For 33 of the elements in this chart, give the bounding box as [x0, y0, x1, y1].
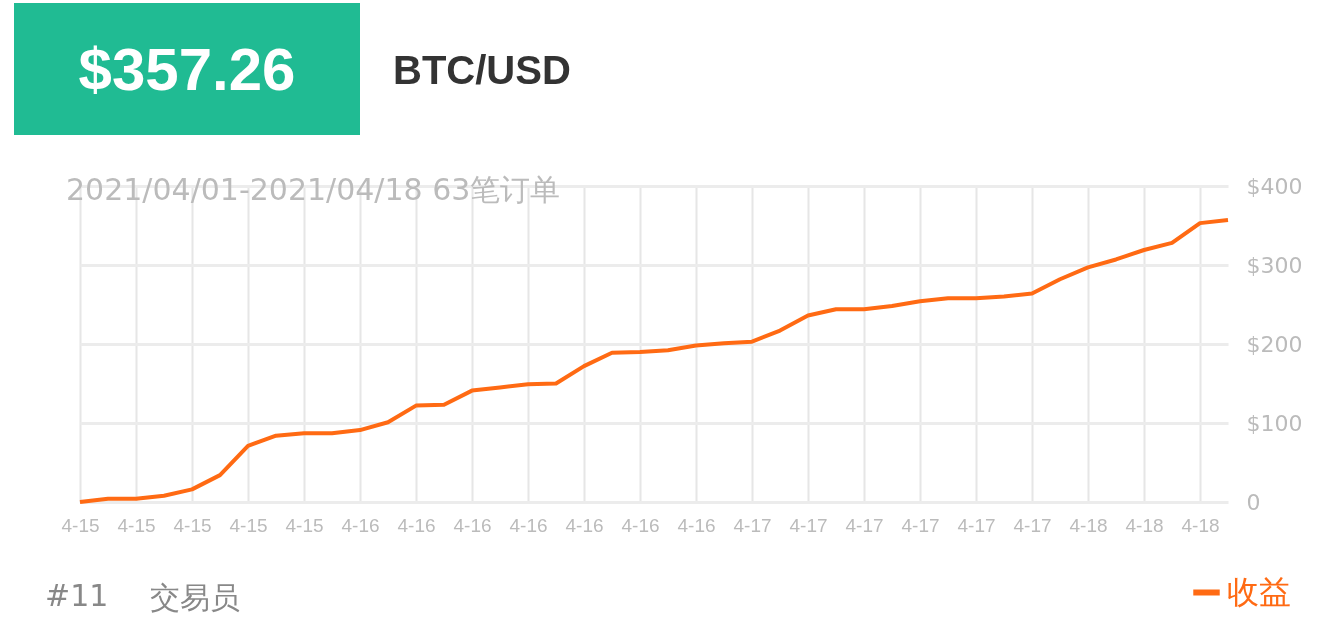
x-tick-label: 4-17: [789, 514, 828, 536]
x-tick-label: 4-15: [61, 514, 100, 536]
y-tick-label: $300: [1246, 252, 1303, 278]
x-tick-label: 4-18: [1181, 514, 1220, 536]
x-tick-label: 4-16: [397, 514, 436, 536]
line-series: [78, 217, 1230, 504]
chart-subtitle: BTC/USD: [393, 48, 571, 93]
x-tick-label: 4-17: [845, 514, 884, 536]
text: 交易员: [150, 579, 240, 617]
x-tick-label: 4-17: [901, 514, 940, 536]
chart-title: $357.26: [14, 3, 360, 135]
x-tick-label: 4-16: [453, 514, 492, 536]
text: #11: [45, 578, 109, 613]
x-tick-label: 4-15: [285, 514, 324, 536]
x-tick-label: 4-15: [117, 514, 156, 536]
y-tick-label: $200: [1246, 331, 1303, 357]
x-tick-label: 4-18: [1125, 514, 1164, 536]
legend-label: 收益: [1227, 572, 1291, 611]
x-tick-label: 4-18: [1069, 514, 1108, 536]
y-tick-label: 0: [1246, 489, 1261, 515]
x-tick-label: 4-15: [229, 514, 268, 536]
x-tick-label: 4-17: [957, 514, 996, 536]
x-tick-label: 4-15: [173, 514, 212, 536]
y-tick-label: $100: [1246, 410, 1303, 436]
x-tick-label: 4-16: [509, 514, 548, 536]
y-tick-label: $400: [1246, 173, 1303, 199]
x-tick-label: 4-17: [1013, 514, 1052, 536]
x-tick-label: 4-16: [621, 514, 660, 536]
x-tick-label: 4-16: [565, 514, 604, 536]
x-tick-label: 4-17: [733, 514, 772, 536]
x-tick-label: 4-16: [677, 514, 716, 536]
x-tick-label: 4-16: [341, 514, 380, 536]
annotation: 2021/04/01-2021/04/18 63笔订单: [66, 171, 561, 209]
